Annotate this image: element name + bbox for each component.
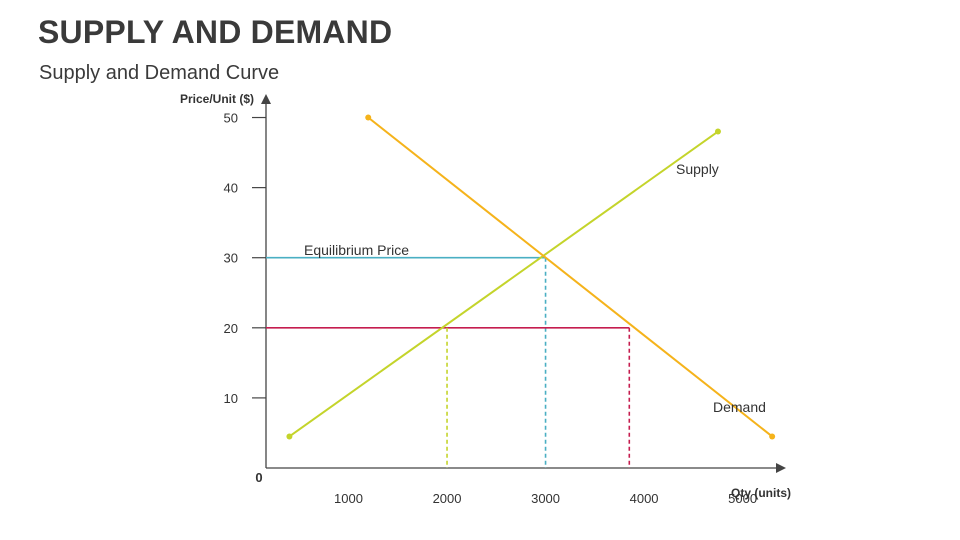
origin-label: 0 <box>255 470 262 485</box>
reference-lines <box>266 256 631 468</box>
y-tick-label: 40 <box>224 181 238 196</box>
supply-line <box>288 130 719 438</box>
slide-title: SUPPLY AND DEMAND <box>38 14 393 50</box>
axes <box>252 94 786 473</box>
x-tick-label: 3000 <box>531 491 560 506</box>
x-tick-label: 5000 <box>728 491 757 506</box>
x-axis-title: Qty (units) <box>731 486 791 500</box>
slide-subtitle: Supply and Demand Curve <box>39 62 280 84</box>
supply-endpoint <box>286 433 293 440</box>
x-tick-label: 2000 <box>433 491 462 506</box>
y-tick-label: 30 <box>224 251 238 266</box>
supply-endpoint <box>714 128 721 135</box>
demand-label: Demand <box>713 399 766 415</box>
x-tick-label: 4000 <box>630 491 659 506</box>
y-tick-label: 50 <box>224 111 238 126</box>
supply-label: Supply <box>676 161 719 177</box>
chart-labels: 10 20 30 40 50 1000 2000 3000 4000 5000 0 Price/Uni… <box>180 92 791 506</box>
y-tick-label: 10 <box>224 391 238 406</box>
demand-endpoint <box>769 433 776 440</box>
y-tick-label: 20 <box>224 321 238 336</box>
equilibrium-price-label: Equilibrium Price <box>304 242 409 258</box>
series-lines <box>286 114 776 440</box>
x-tick-label: 1000 <box>334 491 363 506</box>
demand-line <box>367 116 773 438</box>
y-axis-title: Price/Unit ($) <box>180 92 254 106</box>
demand-endpoint <box>365 114 372 121</box>
